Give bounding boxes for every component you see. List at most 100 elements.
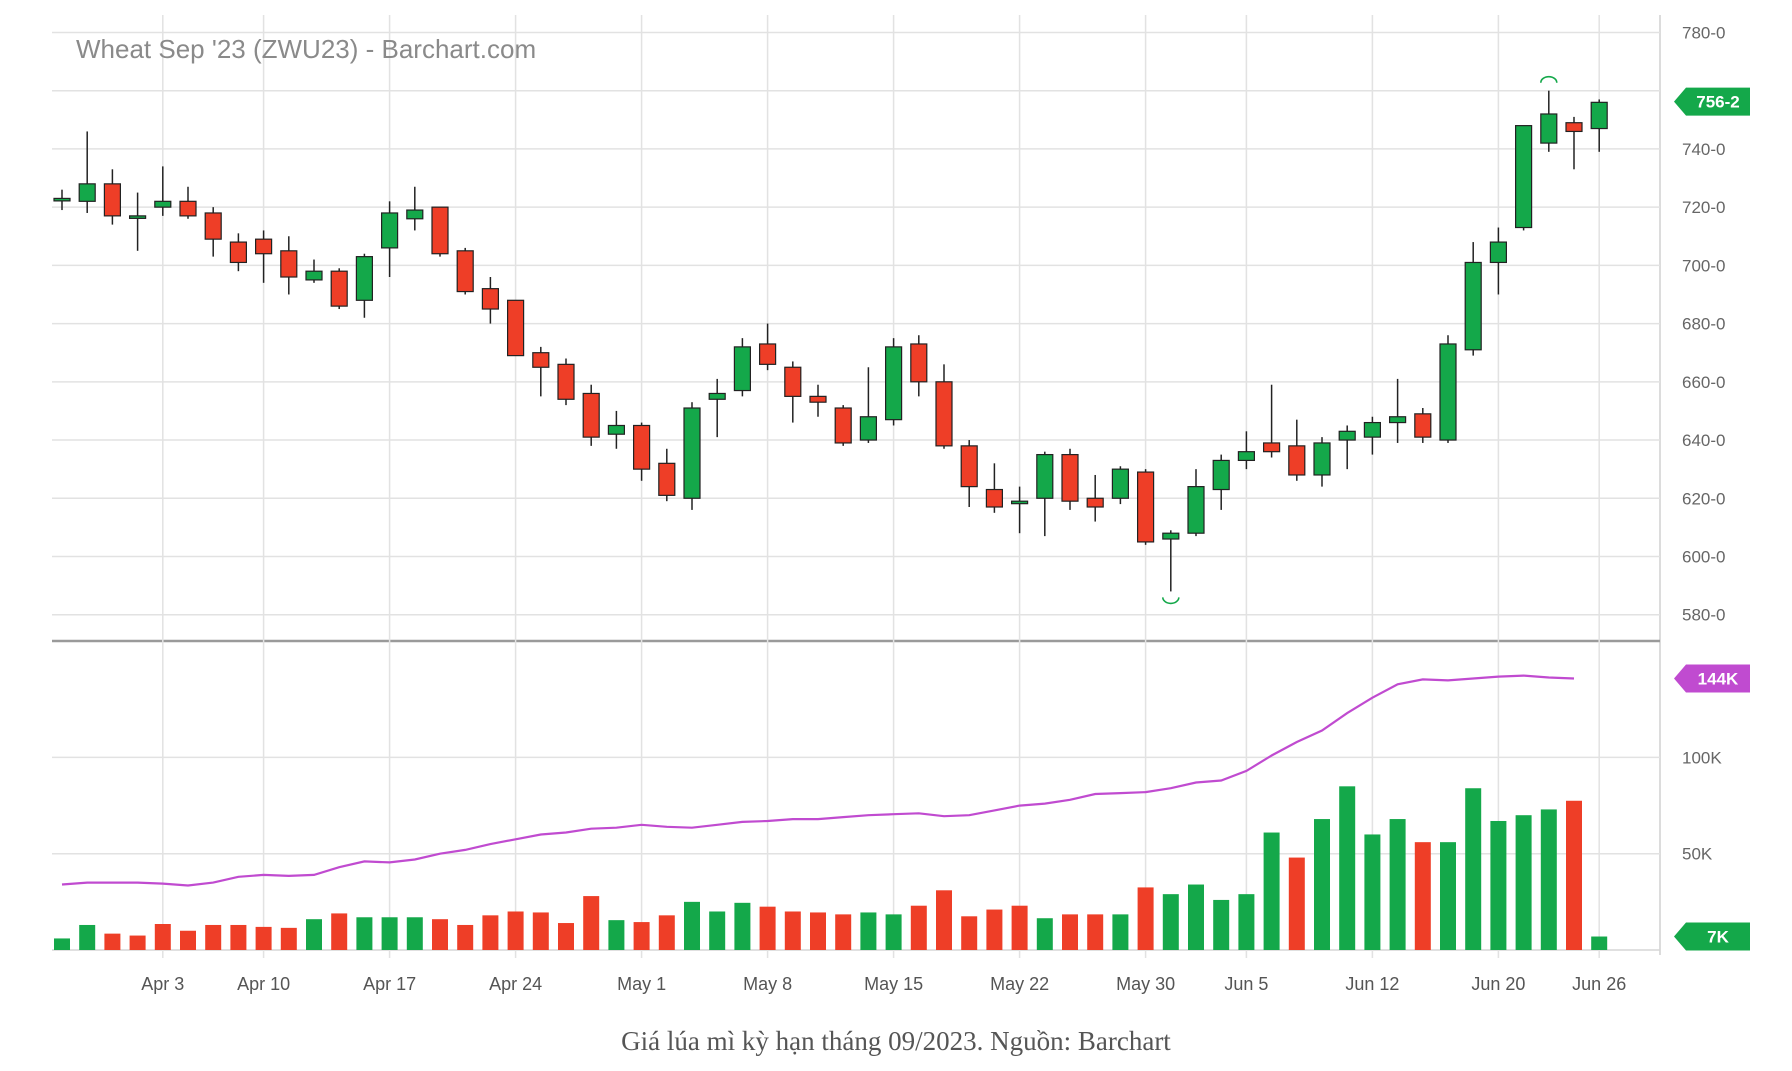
- candle-body: [1036, 453, 1054, 499]
- volume-bar: [1011, 905, 1028, 950]
- candle: [960, 440, 978, 507]
- volume-bar: [1364, 834, 1381, 950]
- x-tick-label: May 1: [617, 974, 666, 994]
- x-tick-label: May 22: [990, 974, 1049, 994]
- volume-tag-shape: [1674, 922, 1750, 951]
- volume-bar: [331, 913, 348, 950]
- candle-body: [1565, 122, 1583, 133]
- candle-body: [1338, 430, 1356, 441]
- candle: [1540, 90, 1558, 152]
- candle: [1061, 448, 1079, 510]
- x-tick-label: Apr 10: [237, 974, 290, 994]
- candle-body: [1262, 442, 1281, 453]
- y-tick-label: 780-0: [1682, 23, 1725, 42]
- volume-bar: [230, 924, 247, 950]
- volume-bar: [1238, 894, 1255, 950]
- candle: [481, 277, 499, 324]
- volume-bar: [457, 924, 474, 950]
- candle-body: [103, 183, 122, 217]
- candle: [582, 384, 600, 446]
- moving-average-tag-text: 144K: [1698, 669, 1739, 688]
- candle: [683, 402, 701, 510]
- candle-body: [1514, 125, 1533, 229]
- volume-bar: [356, 917, 373, 950]
- candle-body: [708, 392, 726, 400]
- volume-bar: [1465, 788, 1482, 950]
- volume-bar: [104, 933, 121, 950]
- candle-body: [1288, 445, 1306, 476]
- volume-bar: [180, 930, 196, 950]
- volume-bar: [583, 896, 600, 950]
- volume-bar: [759, 906, 776, 950]
- candle-body: [1237, 451, 1256, 462]
- candle: [229, 233, 247, 272]
- candle-body: [582, 392, 600, 438]
- candle: [330, 268, 348, 310]
- volume-bar: [1339, 786, 1356, 950]
- candle-body: [557, 363, 575, 400]
- candle-body: [431, 206, 449, 255]
- candle: [255, 230, 273, 283]
- y-tick-label: 700-0: [1682, 256, 1725, 275]
- volume-bar: [986, 909, 1003, 950]
- candle: [658, 448, 676, 502]
- volume-bar: [280, 927, 297, 950]
- candle: [1036, 451, 1054, 537]
- candle: [406, 186, 424, 231]
- candle: [1338, 425, 1356, 470]
- candle-body: [456, 250, 474, 293]
- candle-body: [1061, 453, 1079, 502]
- candle-body: [1136, 471, 1155, 543]
- candle: [1262, 384, 1281, 458]
- candle-body: [1590, 101, 1608, 130]
- volume-bar: [205, 924, 222, 950]
- volume-bar: [658, 915, 675, 950]
- candle-body: [1388, 416, 1407, 424]
- candle-body: [1162, 532, 1180, 540]
- volume-bar: [129, 935, 146, 950]
- volume-bar: [1591, 936, 1608, 950]
- volume-bar: [1288, 857, 1305, 950]
- candle: [834, 405, 852, 446]
- volume-bar: [1263, 832, 1280, 950]
- volume-bar: [1137, 887, 1154, 950]
- volume-bar: [1188, 884, 1204, 950]
- candle: [985, 463, 1004, 513]
- x-tick-label: Apr 3: [141, 974, 184, 994]
- candle: [1111, 466, 1130, 505]
- candle-body: [1540, 113, 1558, 144]
- y-tick-label: 580-0: [1682, 606, 1725, 625]
- candle-body: [784, 366, 802, 397]
- x-tick-label: Jun 12: [1345, 974, 1399, 994]
- y-tick-label: 680-0: [1682, 315, 1725, 334]
- candle: [733, 338, 752, 397]
- candle-body: [1086, 497, 1104, 508]
- candle-body: [859, 416, 878, 441]
- candle-body: [1111, 468, 1130, 499]
- candle: [1464, 242, 1482, 356]
- candle-body: [1464, 261, 1482, 351]
- volume-bar: [381, 917, 398, 950]
- candle: [1565, 116, 1583, 170]
- y-tick-label: 620-0: [1682, 489, 1725, 508]
- candle: [154, 166, 172, 216]
- candle: [1212, 454, 1230, 510]
- candle: [1439, 335, 1457, 443]
- candle: [557, 358, 575, 406]
- candle-body: [960, 445, 978, 488]
- volume-tick-label: 50K: [1682, 845, 1713, 864]
- volume-tick-label: 100K: [1682, 748, 1722, 767]
- volume-bar: [1062, 914, 1078, 950]
- y-tick-label: 600-0: [1682, 547, 1725, 566]
- candle: [103, 169, 122, 225]
- candle: [204, 207, 222, 257]
- candle-body: [658, 462, 676, 496]
- candle: [1363, 416, 1382, 455]
- volume-bar: [432, 919, 448, 950]
- candle-body: [683, 407, 701, 499]
- volume-bar: [1213, 899, 1230, 950]
- candle: [1514, 125, 1533, 231]
- candle: [431, 206, 449, 257]
- x-tick-label: Apr 17: [363, 974, 416, 994]
- candle-body: [229, 241, 247, 264]
